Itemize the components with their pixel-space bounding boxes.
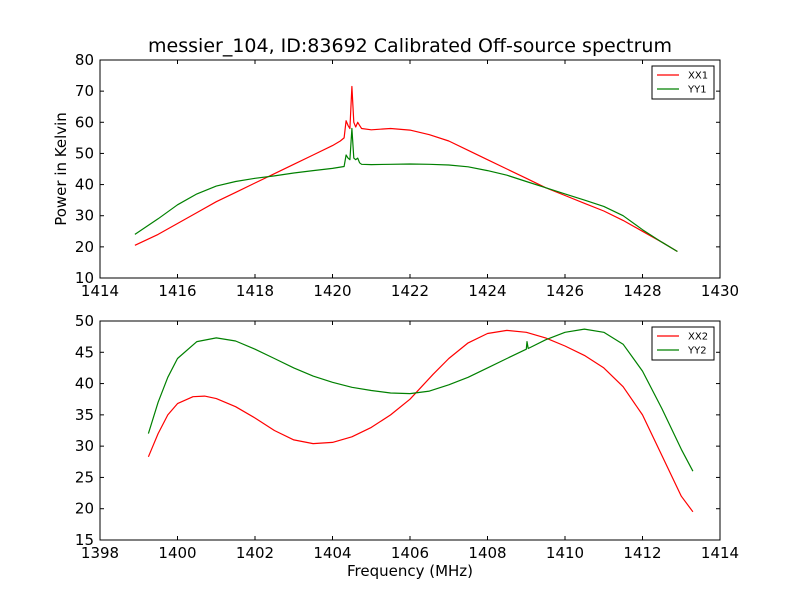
y-tick-label: 25 [75,468,94,486]
x-tick-label: 1422 [391,282,429,300]
x-tick-label: 1400 [158,544,196,562]
legend-label-yy1: YY1 [687,85,707,96]
legend-label-xx2: XX2 [688,332,708,343]
x-tick-label: 1410 [546,544,584,562]
legend-label-xx1: XX1 [688,71,708,82]
y-tick-label: 20 [75,238,94,256]
x-tick-label: 1414 [701,544,739,562]
y-tick-label: 20 [75,500,94,518]
x-tick-label: 1416 [158,282,196,300]
legend-box [651,326,715,361]
y-tick-label: 80 [75,51,94,69]
series-line-xx2 [147,329,694,513]
y-tick-label: 40 [75,176,94,194]
x-tick-label: 1408 [468,544,506,562]
series-line-yy1 [134,127,678,253]
x-tick-label: 1402 [236,544,274,562]
chart-title: messier_104, ID:83692 Calibrated Off-sou… [148,35,672,57]
legend-label-yy2: YY2 [687,346,707,357]
x-tick-label: 1426 [546,282,584,300]
y-tick-label: 35 [75,406,94,424]
x-tick-label: 1430 [701,282,739,300]
x-tick-label: 1424 [468,282,506,300]
y-tick-label: 50 [75,312,94,330]
series-line-yy2 [147,328,694,472]
y-tick-label: 60 [75,113,94,131]
y-tick-label: 50 [75,144,94,162]
x-tick-label: 1414 [81,282,119,300]
y-tick-label: 40 [75,375,94,393]
bottom-plot-panel: 1398 1400 1402 1404 1406 1408 1410 1412 1414 15 20… [75,312,739,562]
y-tick-label: 30 [75,207,94,225]
top-plot-panel: 1414 1416 1418 1420 1422 1424 1426 1428 1430 10 20… [75,51,739,300]
x-tick-label: 1420 [313,282,351,300]
y-axis-label-top: Power in Kelvin [52,112,70,226]
y-tick-label: 15 [75,531,94,549]
x-axis-label-bottom: Frequency (MHz) [347,562,473,580]
y-tick-label: 45 [75,343,94,361]
x-tick-label: 1428 [623,282,661,300]
x-tick-label: 1398 [81,544,119,562]
x-tick-label: 1418 [236,282,274,300]
series-line-xx1 [134,85,678,253]
y-tick-label: 30 [75,437,94,455]
x-tick-label: 1406 [391,544,429,562]
y-tick-label: 10 [75,269,94,287]
y-tick-label: 70 [75,82,94,100]
x-tick-label: 1412 [623,544,661,562]
x-tick-label: 1404 [313,544,351,562]
legend-box [651,65,715,100]
